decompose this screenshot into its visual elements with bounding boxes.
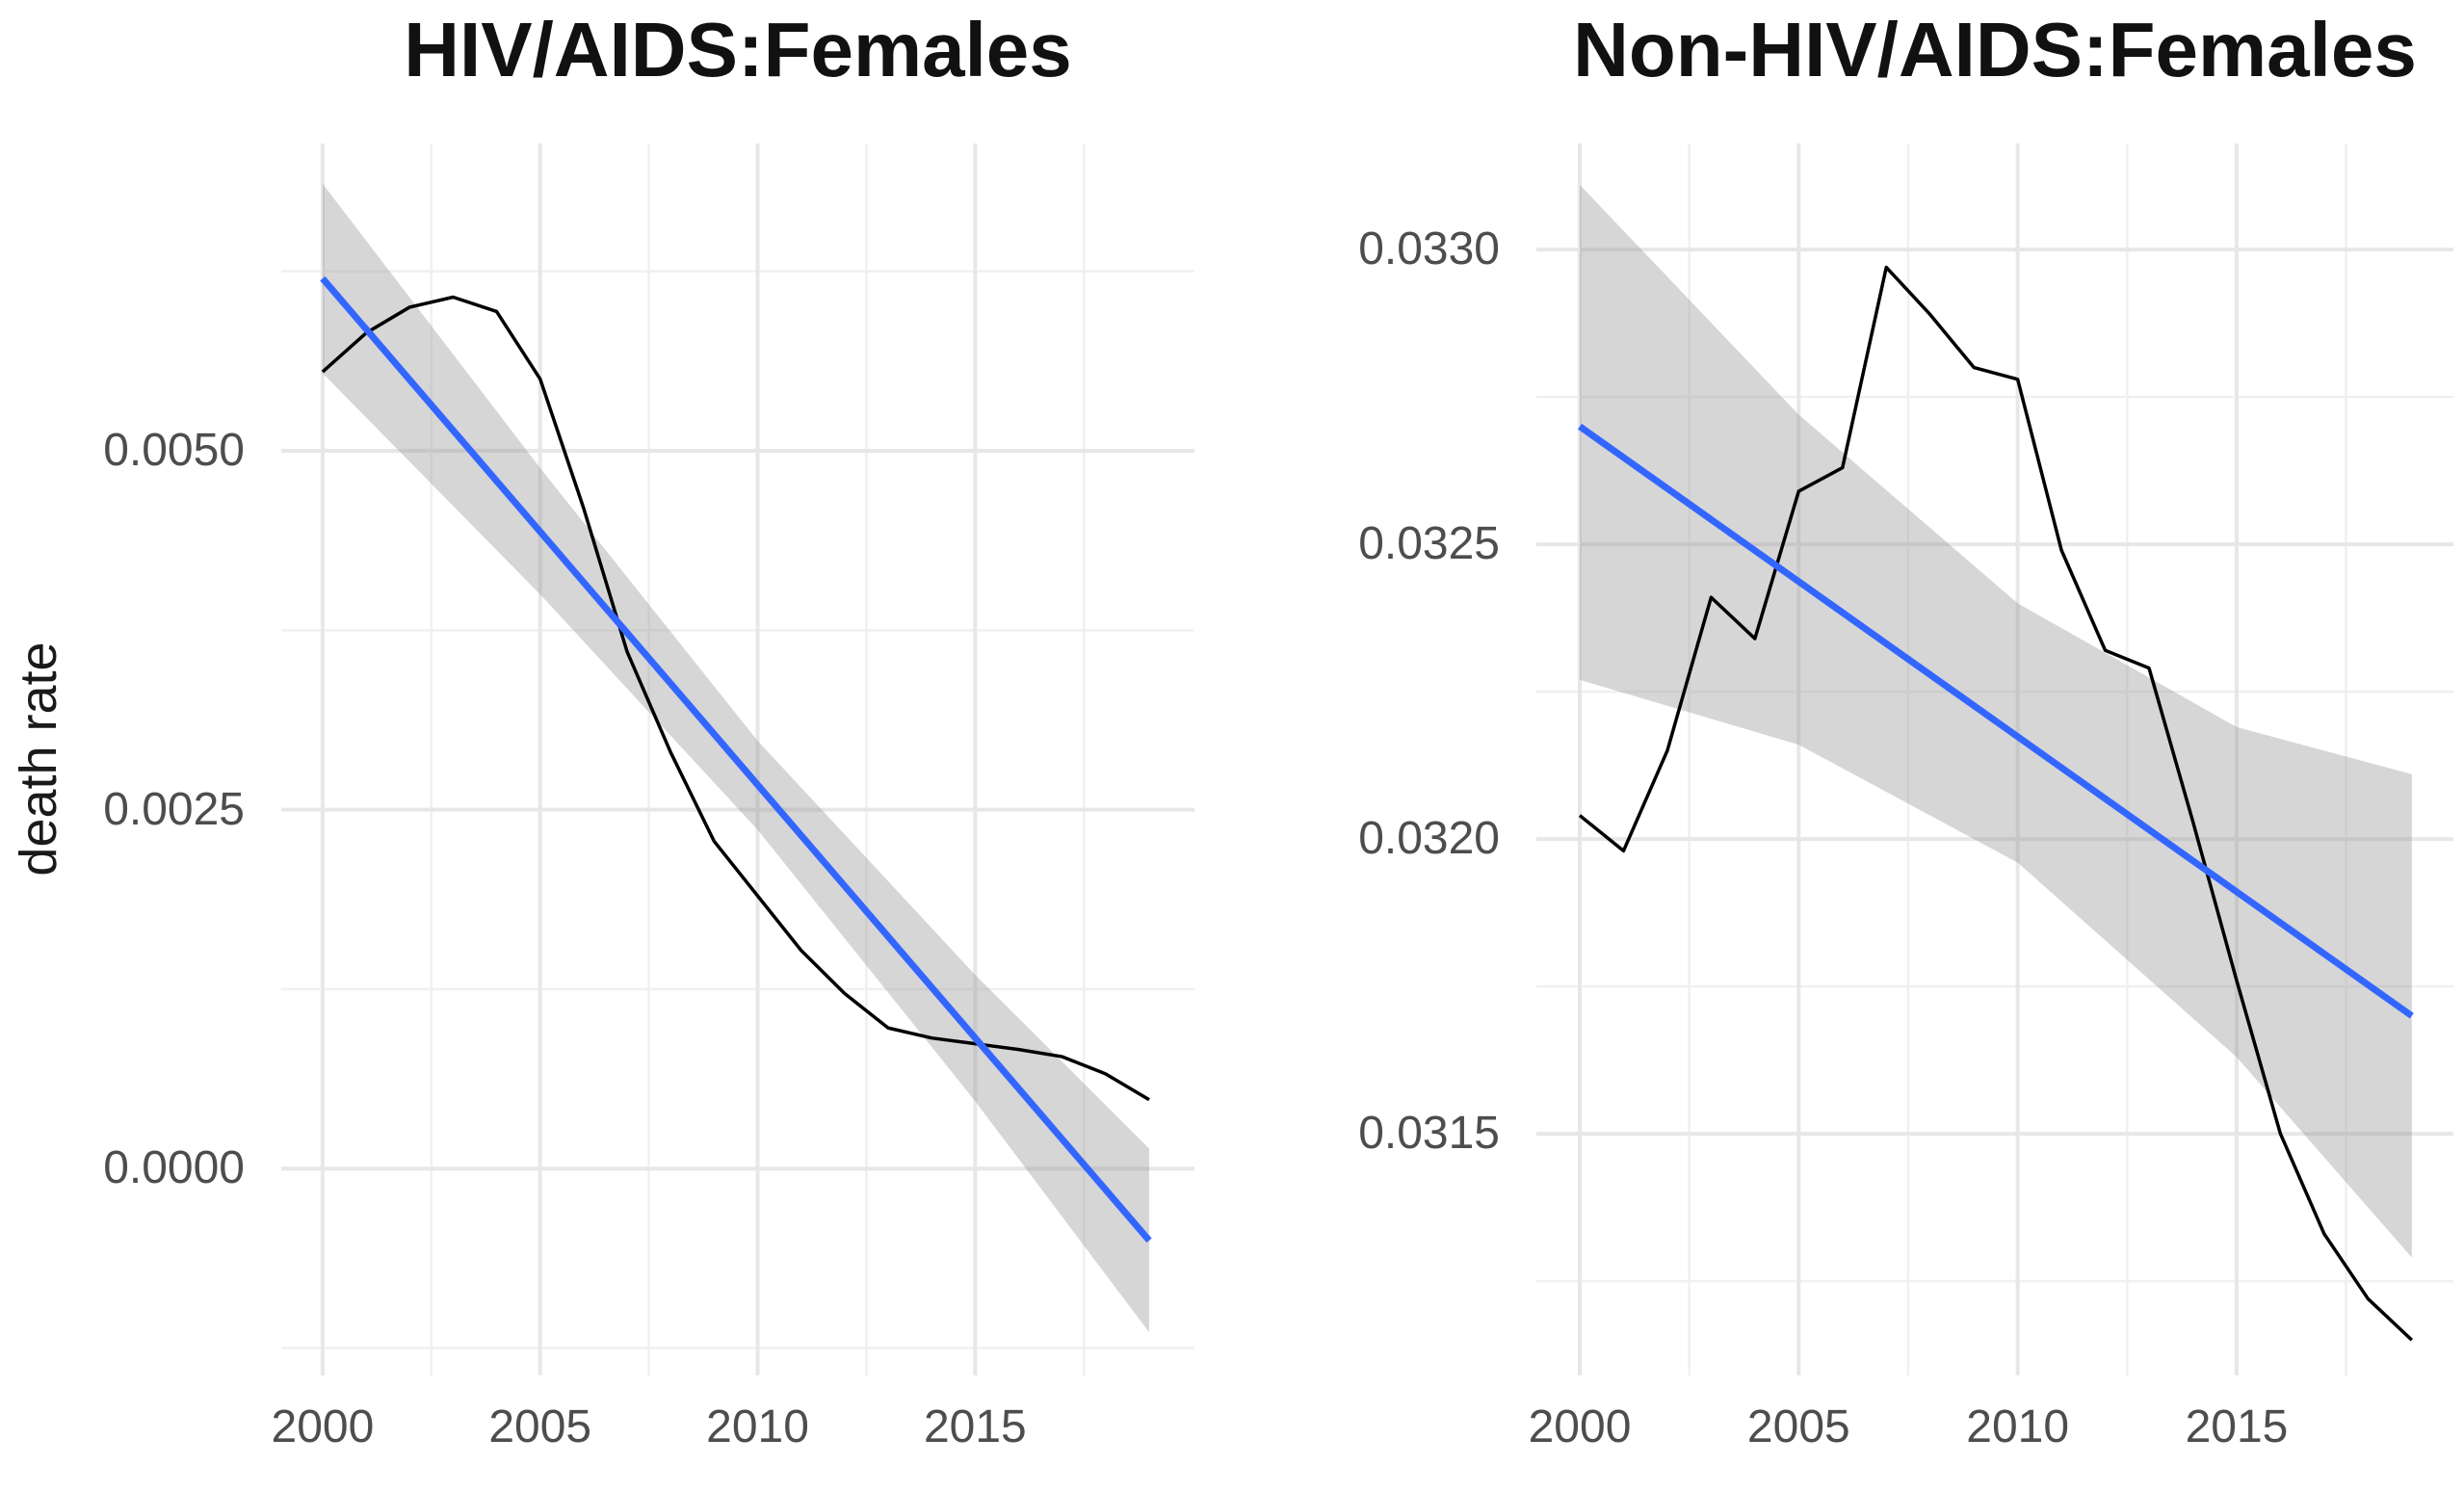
x-tick-label: 2015 — [2185, 1401, 2289, 1452]
y-tick-label: 0.0330 — [1358, 223, 1500, 275]
trend-line — [320, 275, 1152, 1243]
observed-line — [321, 295, 1150, 1102]
chart-title: Non-HIV/AIDS:Females — [1573, 7, 2417, 92]
x-tick-label: 2015 — [923, 1401, 1027, 1452]
plot-panel — [1536, 144, 2453, 1375]
x-tick-label: 2000 — [1528, 1401, 1632, 1452]
y-tick-label: 0.0325 — [1358, 518, 1500, 570]
x-tick-label: 2005 — [488, 1401, 592, 1452]
plot-area — [1536, 144, 2453, 1375]
y-tick-label: 0.0000 — [103, 1142, 245, 1194]
plot-panel — [281, 144, 1194, 1375]
y-tick-label: 0.0050 — [103, 425, 245, 476]
y-tick-label: 0.0315 — [1358, 1108, 1500, 1160]
x-tick-label: 2005 — [1746, 1401, 1850, 1452]
x-tick-label: 2010 — [1966, 1401, 2070, 1452]
x-tick-label: 2010 — [706, 1401, 809, 1452]
y-tick-label: 0.0320 — [1358, 813, 1500, 865]
x-tick-label: 2000 — [271, 1401, 375, 1452]
trend-line — [1577, 423, 2414, 1019]
chart-title: HIV/AIDS:Females — [404, 7, 1072, 92]
y-tick-label: 0.0025 — [103, 783, 245, 835]
observed-line — [1578, 265, 2414, 1342]
plot-area — [281, 144, 1194, 1375]
